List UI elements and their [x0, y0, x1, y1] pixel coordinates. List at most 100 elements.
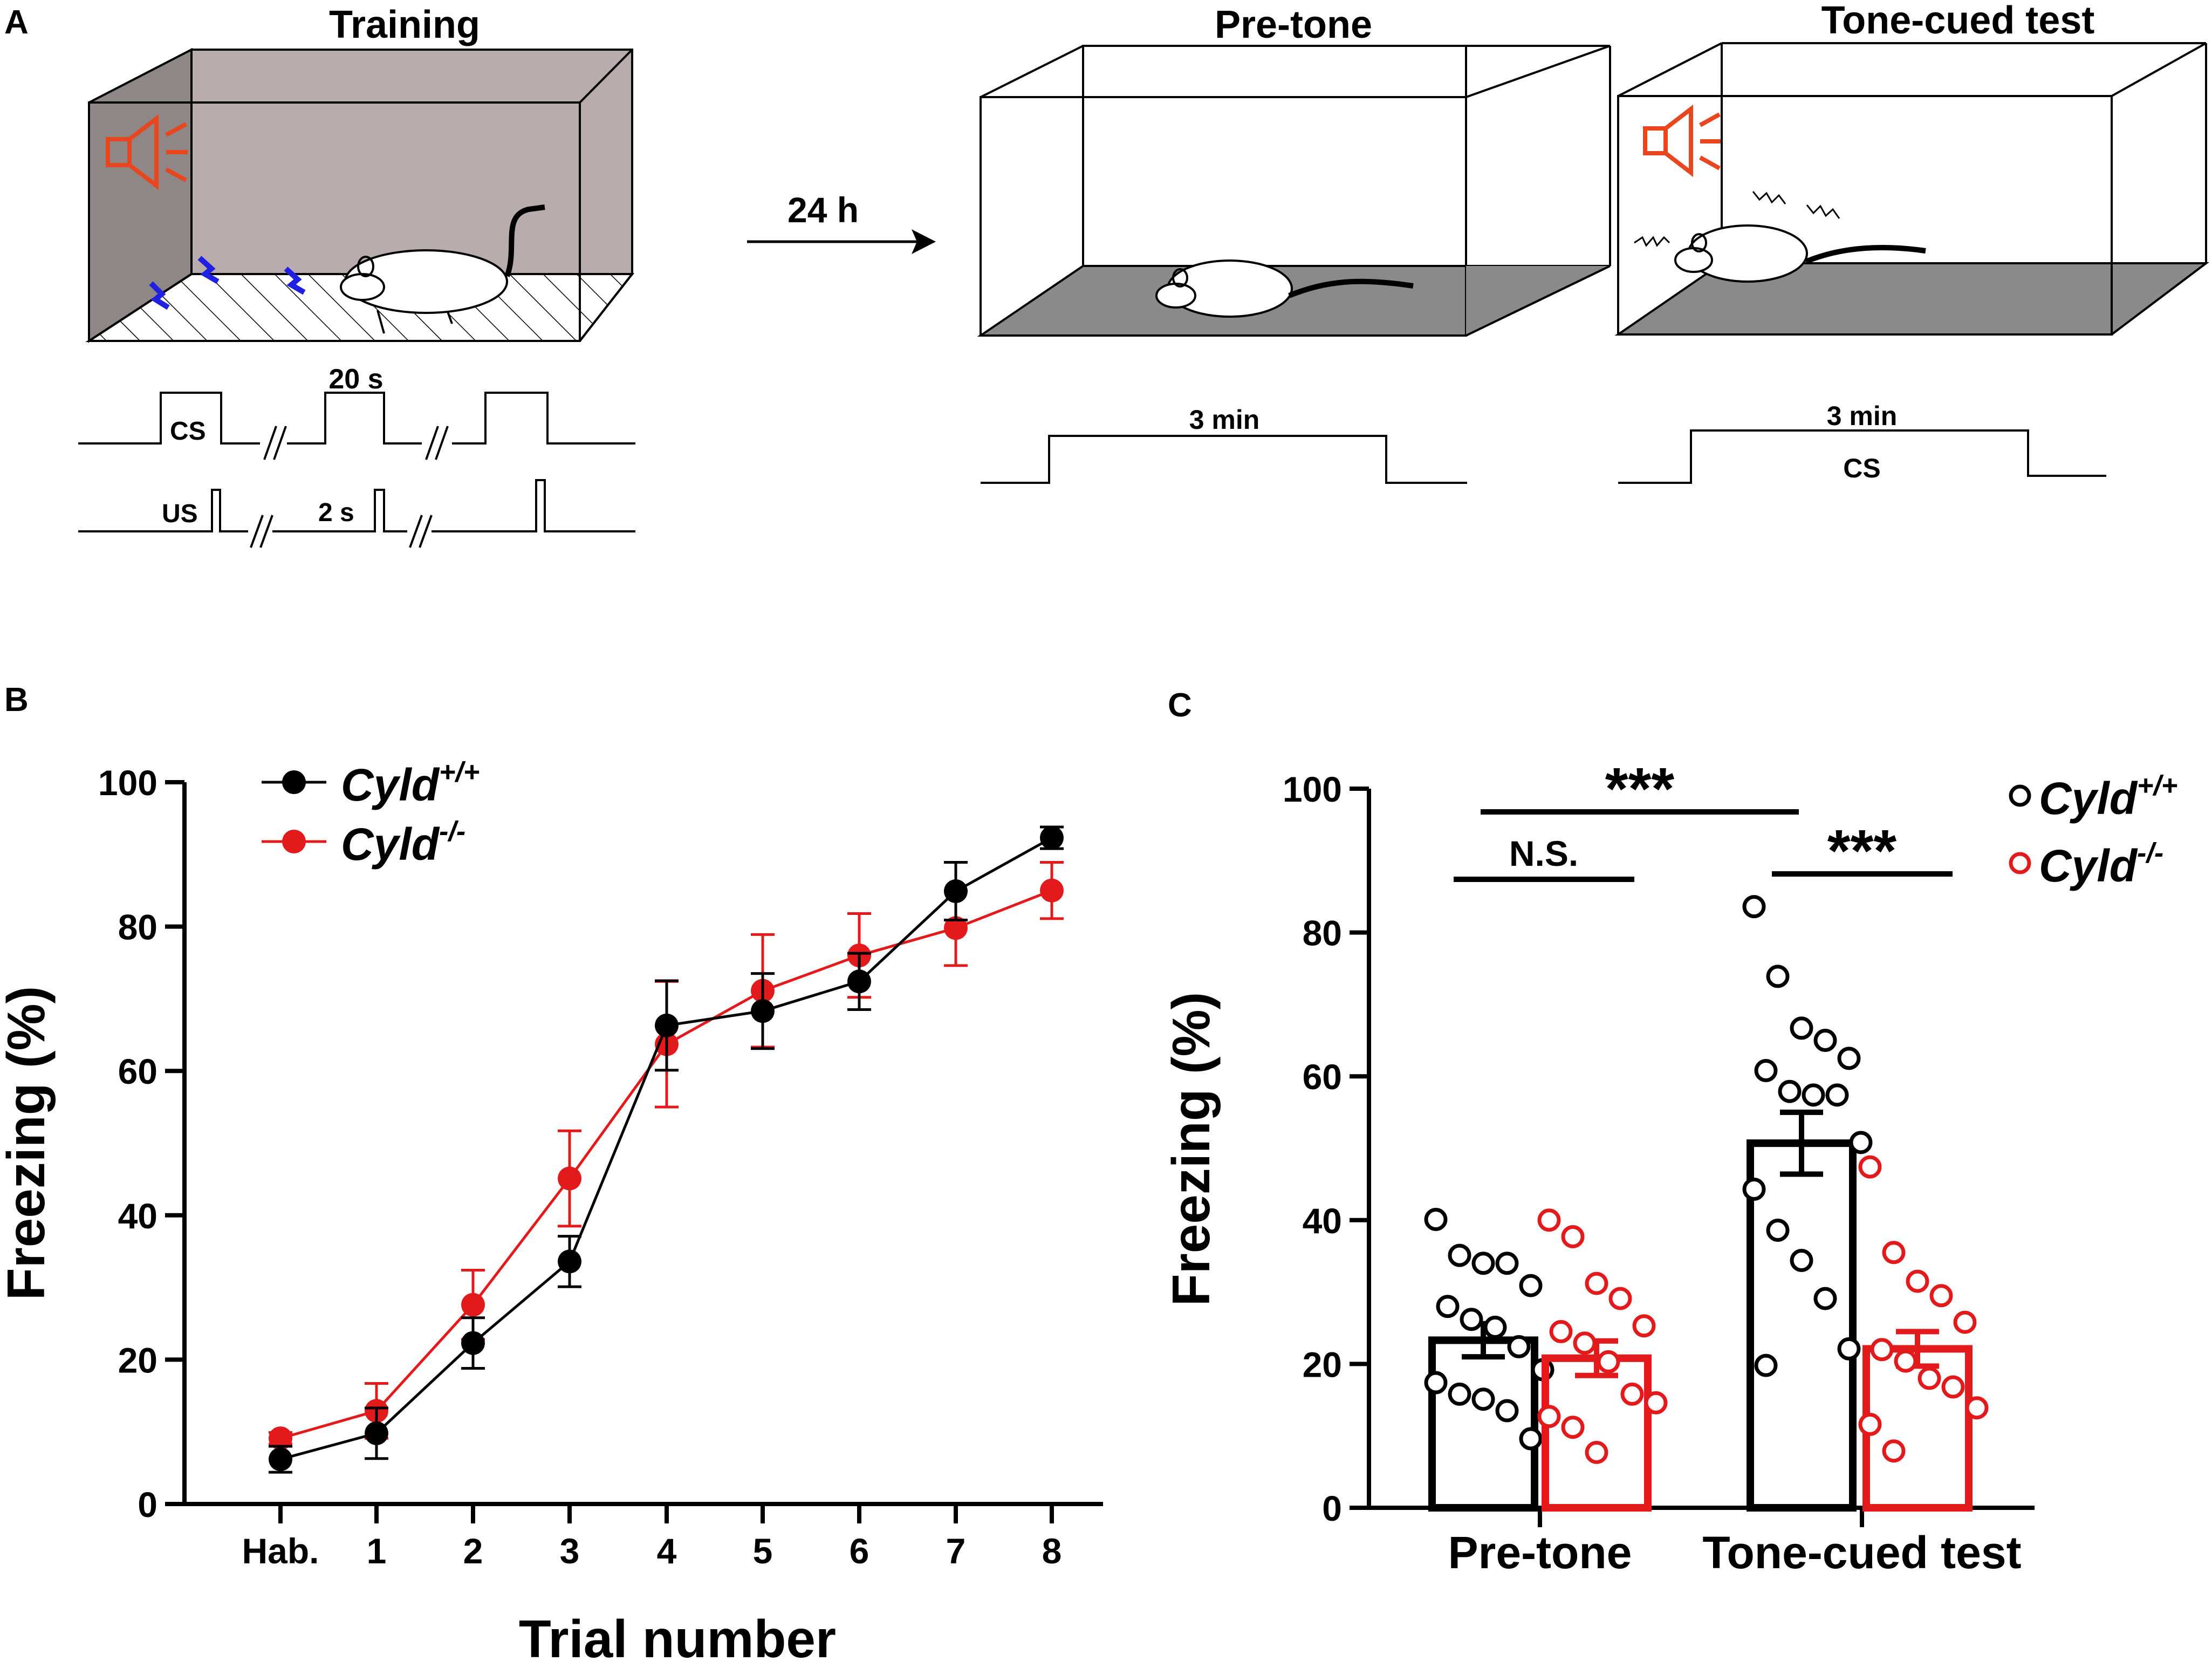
- chart-b-line: 0 20 40 60 80 100 Hab. 1 2 3 4 5 6 7 8 Trial number Free…: [0, 757, 1103, 1668]
- y-tick-label: 100: [98, 763, 157, 803]
- data-point: [944, 916, 968, 940]
- tonecued-title: Tone-cued test: [1821, 0, 2095, 42]
- data-point: [558, 1166, 581, 1191]
- data-point: [1929, 1284, 1953, 1308]
- arrow-label: 24 h: [787, 190, 859, 230]
- bar: [1747, 1139, 1857, 1512]
- data-point: [1766, 965, 1790, 988]
- x-tick-label: 8: [1042, 1531, 1062, 1571]
- data-point: [1620, 1382, 1644, 1406]
- y-tick-label: 20: [118, 1340, 157, 1380]
- x-tick-label: 3: [560, 1531, 580, 1571]
- data-point: [1644, 1391, 1668, 1414]
- data-point: [1965, 1396, 1989, 1420]
- data-point: [1953, 1310, 1977, 1334]
- data-point: [1471, 1252, 1495, 1275]
- data-point: [751, 999, 775, 1023]
- data-point: [1537, 1208, 1561, 1232]
- x-tick-label: 2: [463, 1531, 483, 1571]
- data-point: [1424, 1371, 1448, 1394]
- x-tick-label: 4: [657, 1531, 677, 1571]
- tonecued-chamber: Tone-cued test: [1614, 0, 2209, 336]
- data-point: [1632, 1314, 1656, 1338]
- data-point: [1813, 1029, 1837, 1052]
- data-point: [1573, 1331, 1597, 1355]
- shock-icon: [149, 256, 306, 310]
- bar: [1542, 1354, 1652, 1512]
- x-tick-label: 5: [753, 1531, 773, 1571]
- y-tick-label: 0: [138, 1485, 157, 1525]
- y-tick-label: 80: [1303, 913, 1342, 953]
- x-axis-label: Trial number: [519, 1609, 836, 1668]
- significance-label: N.S.: [1509, 833, 1578, 873]
- data-point: [1882, 1241, 1906, 1264]
- panel-label-a: A: [4, 4, 29, 41]
- x-tick-label: Tone-cued test: [1702, 1527, 2021, 1578]
- tonecued-cs-label: CS: [1843, 453, 1880, 483]
- data-point: [1858, 1412, 1882, 1436]
- pretone-chamber: Pre-tone: [977, 3, 1611, 337]
- legend-label: Cyld-/-: [341, 816, 465, 870]
- x-tick-label: 7: [946, 1531, 966, 1571]
- data-point: [1585, 1271, 1608, 1295]
- us-label: US: [162, 500, 198, 528]
- data-point: [1483, 1315, 1507, 1339]
- data-point: [1837, 1337, 1861, 1361]
- tonecued-duration: 3 min: [1827, 401, 1898, 431]
- data-point: [1424, 1207, 1448, 1231]
- data-point: [655, 1013, 679, 1037]
- data-point: [1561, 1416, 1585, 1439]
- x-tick-label: 6: [850, 1531, 869, 1571]
- data-point: [847, 969, 871, 994]
- data-point: [1040, 878, 1064, 903]
- x-tick-label: 1: [367, 1531, 387, 1571]
- series-line: [280, 889, 1052, 1440]
- data-point: [1802, 1083, 1825, 1107]
- cs-duration-label: 20 s: [328, 364, 383, 395]
- legend-label: Cyld+/+: [341, 757, 480, 810]
- legend-marker: [282, 770, 306, 794]
- training-title: Training: [329, 3, 480, 46]
- data-point: [1742, 1177, 1766, 1201]
- data-point: [365, 1421, 388, 1445]
- y-tick-label: 0: [1322, 1488, 1342, 1528]
- data-point: [1448, 1382, 1471, 1406]
- data-point: [1608, 1287, 1632, 1310]
- panel-b: B 0 20 40 60 80 100 Hab. 1 2 3 4 5 6 7 8 Trial number Fr…: [0, 681, 1103, 1668]
- data-point: [1537, 1405, 1561, 1428]
- panel-c: C 0 20 40 60 80 100 Pre-tone Tone-cued test Free…: [1161, 687, 2177, 1578]
- data-point: [1597, 1350, 1620, 1373]
- data-point: [1448, 1243, 1471, 1267]
- chart-c-bar: 0 20 40 60 80 100 Pre-tone Tone-cued test Freezi…: [1161, 756, 2177, 1578]
- data-point: [1507, 1335, 1531, 1358]
- data-point: [1519, 1427, 1543, 1451]
- data-point: [1894, 1349, 1917, 1373]
- data-point: [1495, 1252, 1519, 1275]
- data-point: [1882, 1439, 1906, 1463]
- series-line: [280, 836, 1053, 1461]
- speaker-icon: [1643, 104, 1721, 177]
- x-tick-label: Hab.: [242, 1531, 319, 1571]
- y-tick-label: 40: [118, 1196, 157, 1236]
- legend-label: Cyld+/+: [2039, 770, 2177, 824]
- y-tick-label: 60: [118, 1051, 157, 1091]
- legend-marker: [2009, 852, 2031, 874]
- panel-label-b: B: [4, 681, 29, 719]
- y-tick-label: 80: [118, 907, 157, 947]
- mouse-icon: [340, 204, 545, 334]
- data-point: [1754, 1059, 1778, 1083]
- pretone-duration: 3 min: [1189, 405, 1260, 435]
- data-point: [1742, 895, 1766, 919]
- significance-label: ***: [1827, 818, 1897, 884]
- y-axis-label: Freezing (%): [0, 986, 56, 1301]
- data-point: [1825, 1083, 1849, 1107]
- panel-a: A Training: [4, 0, 2209, 548]
- data-point: [269, 1447, 292, 1472]
- training-chamber: Training: [85, 3, 635, 343]
- panel-label-c: C: [1168, 687, 1192, 724]
- data-point: [1519, 1274, 1543, 1297]
- training-timeline: [78, 392, 635, 548]
- x-tick-label: Pre-tone: [1448, 1527, 1632, 1578]
- mouse-icon: [1674, 224, 1926, 283]
- bar: [1428, 1336, 1538, 1512]
